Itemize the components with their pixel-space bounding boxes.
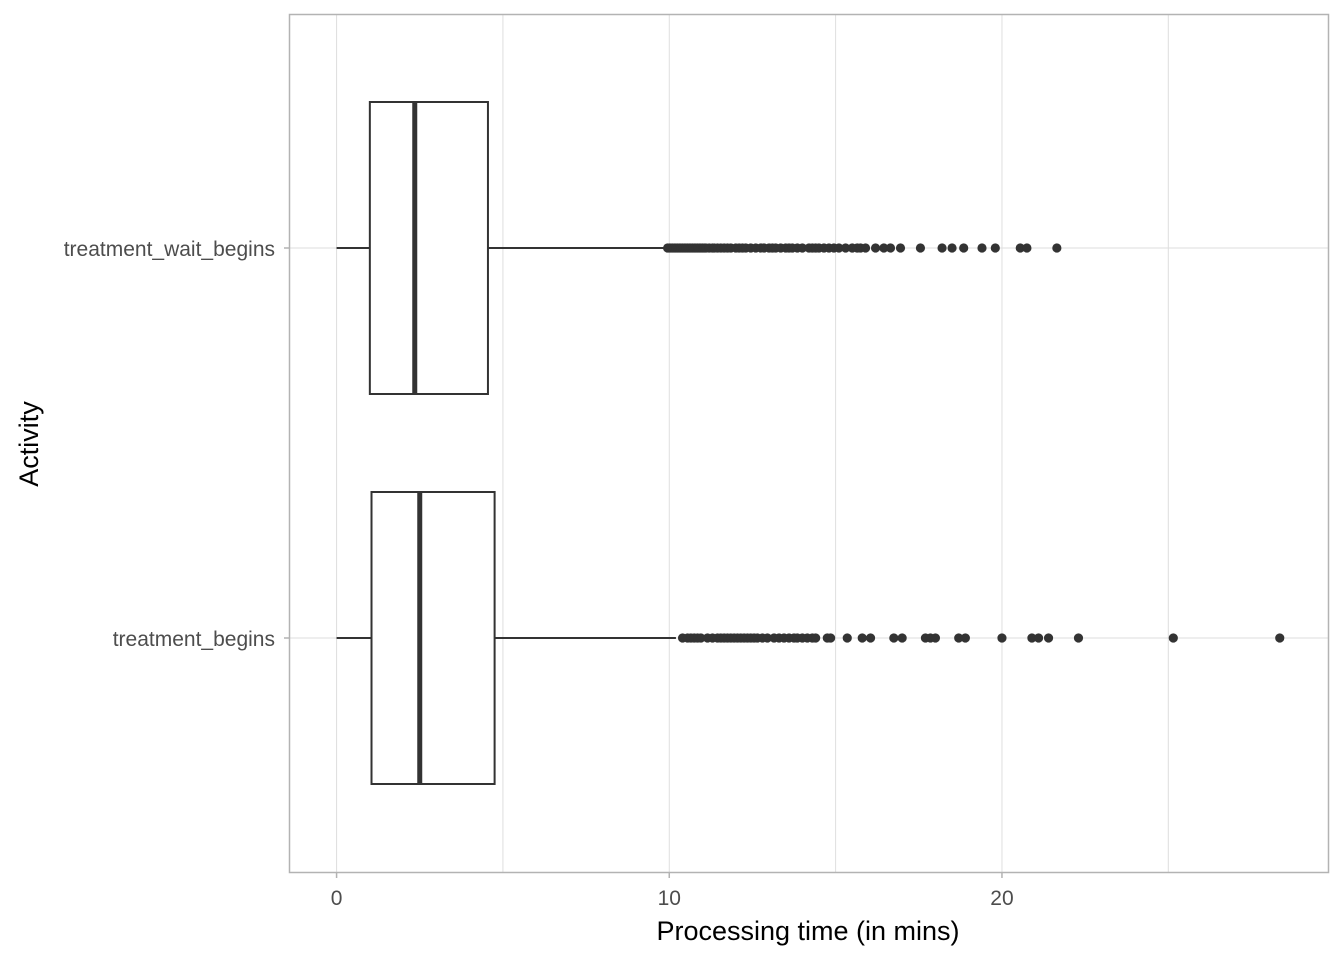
panel-border [288,13,1330,874]
outlier-point [897,633,907,643]
outlier-point [842,633,852,643]
outlier-point [977,243,987,253]
outlier-point [930,633,941,643]
outlier-point [1168,633,1178,643]
outlier-point [997,633,1007,643]
outlier-point [1073,633,1084,643]
outlier-point [1052,243,1062,253]
outlier-point [840,243,851,253]
y-tick-label: treatment_begins [113,628,275,651]
y-tick-label: treatment_wait_begins [64,238,275,261]
x-tick-label: 20 [990,887,1013,910]
outlier-point [797,243,807,253]
outlier-point [1033,633,1044,643]
outlier-point [762,633,773,643]
outlier-point [1027,633,1037,643]
outlier-point [879,243,889,253]
outlier-point [1043,633,1054,643]
outlier-point [885,243,896,253]
y-axis-title: Activity [14,401,44,487]
outlier-point [915,243,926,253]
outlier-point [834,243,844,253]
x-axis-title: Processing time (in mins) [656,916,959,946]
outlier-point [960,633,970,643]
outlier-point [947,243,957,253]
outlier-point [954,633,964,643]
box-plots [336,101,1285,785]
outlier-point [1022,243,1032,253]
outlier-point [811,633,821,643]
outlier-point [826,633,836,643]
outlier-point [959,243,969,253]
outlier-point [857,633,867,643]
outlier-point [895,243,906,253]
x-tick-label: 10 [658,887,681,910]
outlier-point [1275,633,1285,643]
iqr-box [368,101,489,395]
outlier-point [860,243,871,253]
outlier-point [889,633,899,643]
x-tick-label: 0 [331,887,343,910]
outlier-point [696,633,706,643]
axis-ticks: 0 10 20 treatment_wait_begins treatment_begi… [64,238,1014,910]
outlier-point [990,243,1000,253]
outlier-point [865,633,876,643]
outlier-point [870,243,881,253]
outlier-point [937,243,947,253]
outlier-point [1015,243,1025,253]
iqr-box [370,491,496,785]
